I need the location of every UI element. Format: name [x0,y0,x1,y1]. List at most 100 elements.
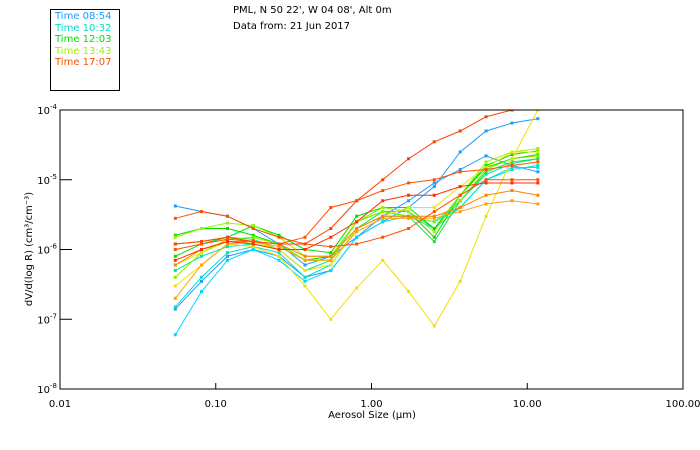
series-16 [173,160,540,251]
data-point [432,210,436,214]
data-point [510,165,514,169]
data-point [277,245,281,249]
data-point [458,168,462,172]
data-point [381,258,385,262]
data-point [277,242,281,246]
data-point [536,147,540,151]
data-point [484,115,488,119]
data-point [536,202,540,206]
data-point [173,216,177,220]
data-point [432,185,436,189]
data-point [277,251,281,255]
data-point [407,227,411,231]
data-point [355,199,359,203]
data-point [173,296,177,300]
data-point [484,181,488,185]
data-point [173,254,177,258]
y-tick-label: 10-4 [37,103,57,117]
data-point [329,227,333,231]
data-point [510,157,514,161]
data-point [458,199,462,203]
data-point [329,254,333,258]
data-point [199,242,203,246]
data-point [536,178,540,182]
data-point [303,284,307,288]
data-point [536,154,540,158]
data-point [199,210,203,214]
data-point [510,160,514,164]
data-point [199,254,203,258]
data-point [510,181,514,185]
data-point [303,258,307,262]
data-point [484,193,488,197]
x-tick-label: 100.00 [666,399,700,410]
data-point [173,263,177,267]
data-point [381,235,385,239]
data-point [510,121,514,125]
data-point [251,235,255,239]
data-point [484,164,488,168]
data-point [303,263,307,267]
data-point [355,230,359,234]
data-point [226,245,230,249]
data-point [226,237,230,241]
data-point [484,170,488,174]
data-point [407,214,411,218]
data-point [355,220,359,224]
legend-box: Time 08:54 Time 10:32 Time 12:03 Time 13… [50,9,120,91]
data-point [432,227,436,231]
legend-entry-2: Time 12:03 [55,34,112,45]
data-point [303,242,307,246]
data-point [536,160,540,164]
data-point [173,307,177,311]
data-point [173,284,177,288]
data-point [173,305,177,309]
series-line [175,148,538,257]
data-point [303,275,307,279]
series-line [174,110,539,327]
data-point [173,258,177,262]
location-header: PML, N 50 22', W 04 08', Alt 0m [233,5,392,16]
data-point [277,254,281,258]
data-point [536,157,540,161]
data-point [536,193,540,197]
y-tick-label: 10-8 [37,382,57,396]
data-point [510,164,514,168]
data-point [536,150,540,154]
series-line [175,110,513,245]
data-point [536,181,540,185]
data-point [355,214,359,218]
data-point [381,216,385,220]
series-layer [173,110,540,337]
data-point [458,170,462,174]
data-point [355,242,359,246]
data-point [277,235,281,239]
data-point [432,193,436,197]
data-point [381,189,385,193]
data-point [510,189,514,193]
x-tick-label: 0.10 [205,399,227,410]
data-point [329,206,333,210]
data-point [277,258,281,262]
data-point [226,221,230,225]
data-point [381,210,385,214]
data-point [199,279,203,283]
data-point [484,172,488,176]
data-point [199,263,203,267]
series-17 [173,181,540,262]
data-point [510,168,514,172]
plot-frame [59,109,684,390]
data-point [303,248,307,251]
data-point [458,185,462,189]
y-tick-label: 10-7 [37,312,57,326]
series-10 [173,110,540,328]
data-point [173,248,177,251]
data-point [510,153,514,157]
data-point [407,157,411,161]
data-point [458,210,462,214]
data-point [510,110,514,112]
data-point [251,242,255,246]
data-point [407,181,411,185]
y-axis-label: dV/d(log R) (cm³/cm⁻³) [24,192,35,306]
